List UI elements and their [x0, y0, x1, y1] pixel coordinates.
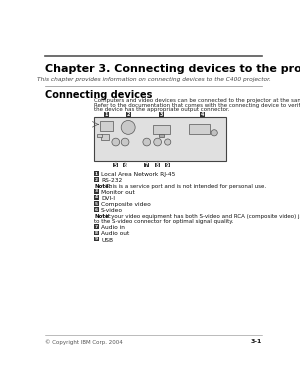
- Text: Chapter 3. Connecting devices to the projector: Chapter 3. Connecting devices to the pro…: [45, 64, 300, 73]
- Text: 3: 3: [95, 189, 98, 193]
- Text: 1: 1: [95, 171, 98, 176]
- Bar: [94, 224, 99, 229]
- Text: This chapter provides information on connecting devices to the C400 projector.: This chapter provides information on con…: [37, 77, 271, 82]
- Bar: [165, 163, 170, 168]
- Text: Local Area Network RJ-45: Local Area Network RJ-45: [101, 172, 176, 177]
- Text: Note:: Note:: [94, 215, 111, 220]
- Bar: [94, 189, 99, 194]
- Text: Refer to the documentation that comes with the connecting device to verify that: Refer to the documentation that comes wi…: [94, 103, 300, 108]
- Text: 4: 4: [95, 196, 98, 199]
- Text: Monitor out: Monitor out: [101, 190, 135, 195]
- Bar: [189, 123, 210, 133]
- Circle shape: [211, 130, 217, 136]
- Bar: [104, 112, 109, 117]
- Text: This is a service port and is not intended for personal use.: This is a service port and is not intend…: [104, 184, 266, 189]
- Text: Computers and video devices can be connected to the projector at the same time.: Computers and video devices can be conne…: [94, 98, 300, 103]
- Text: the device has the appropriate output connector.: the device has the appropriate output co…: [94, 107, 230, 113]
- Circle shape: [154, 138, 161, 146]
- Text: 7: 7: [145, 163, 148, 168]
- Bar: [153, 125, 170, 133]
- Text: 4: 4: [201, 112, 204, 117]
- Text: S-video: S-video: [101, 208, 123, 213]
- Text: 9: 9: [95, 237, 98, 241]
- Text: If your video equipment has both S-video and RCA (composite video) jacks, connec: If your video equipment has both S-video…: [104, 215, 300, 220]
- Bar: [123, 163, 128, 168]
- Bar: [94, 230, 99, 235]
- Text: 8: 8: [95, 231, 98, 235]
- Bar: [155, 163, 160, 168]
- Bar: [126, 112, 130, 117]
- Circle shape: [121, 121, 135, 134]
- Bar: [94, 208, 99, 212]
- Text: 6: 6: [95, 208, 98, 212]
- Text: Composite video: Composite video: [101, 202, 151, 207]
- Text: Audio out: Audio out: [101, 231, 129, 236]
- Bar: [159, 112, 164, 117]
- Text: Connecting devices: Connecting devices: [45, 90, 153, 100]
- Text: 9: 9: [166, 163, 169, 168]
- Bar: [97, 133, 102, 137]
- Text: 3-1: 3-1: [251, 339, 262, 344]
- Text: RS-232: RS-232: [101, 178, 122, 183]
- Text: 3: 3: [160, 112, 163, 117]
- FancyBboxPatch shape: [94, 117, 226, 161]
- Text: © Copyright IBM Corp. 2004: © Copyright IBM Corp. 2004: [45, 339, 123, 345]
- Text: 6: 6: [123, 163, 127, 168]
- Bar: [100, 121, 113, 131]
- Circle shape: [165, 139, 171, 145]
- Bar: [113, 163, 118, 168]
- Bar: [145, 163, 149, 168]
- Text: 7: 7: [95, 225, 98, 229]
- Bar: [94, 177, 99, 182]
- Bar: [101, 134, 109, 140]
- Bar: [94, 201, 99, 206]
- Text: 2: 2: [95, 178, 98, 182]
- Bar: [94, 195, 99, 200]
- Text: 1: 1: [105, 112, 108, 117]
- Circle shape: [121, 138, 129, 146]
- Bar: [200, 112, 205, 117]
- Circle shape: [143, 138, 151, 146]
- Text: Audio in: Audio in: [101, 225, 125, 230]
- Text: to the S-video connector for optimal signal quality.: to the S-video connector for optimal sig…: [94, 219, 234, 224]
- Text: Note:: Note:: [94, 184, 111, 189]
- Bar: [94, 237, 99, 241]
- Text: 5: 5: [95, 202, 98, 206]
- Circle shape: [112, 138, 120, 146]
- Text: 8: 8: [156, 163, 159, 168]
- Text: DVI-I: DVI-I: [101, 196, 115, 201]
- Bar: [94, 171, 99, 176]
- Text: 2: 2: [127, 112, 130, 117]
- Text: 5: 5: [114, 163, 118, 168]
- Text: USB: USB: [101, 237, 113, 242]
- Bar: [159, 133, 164, 137]
